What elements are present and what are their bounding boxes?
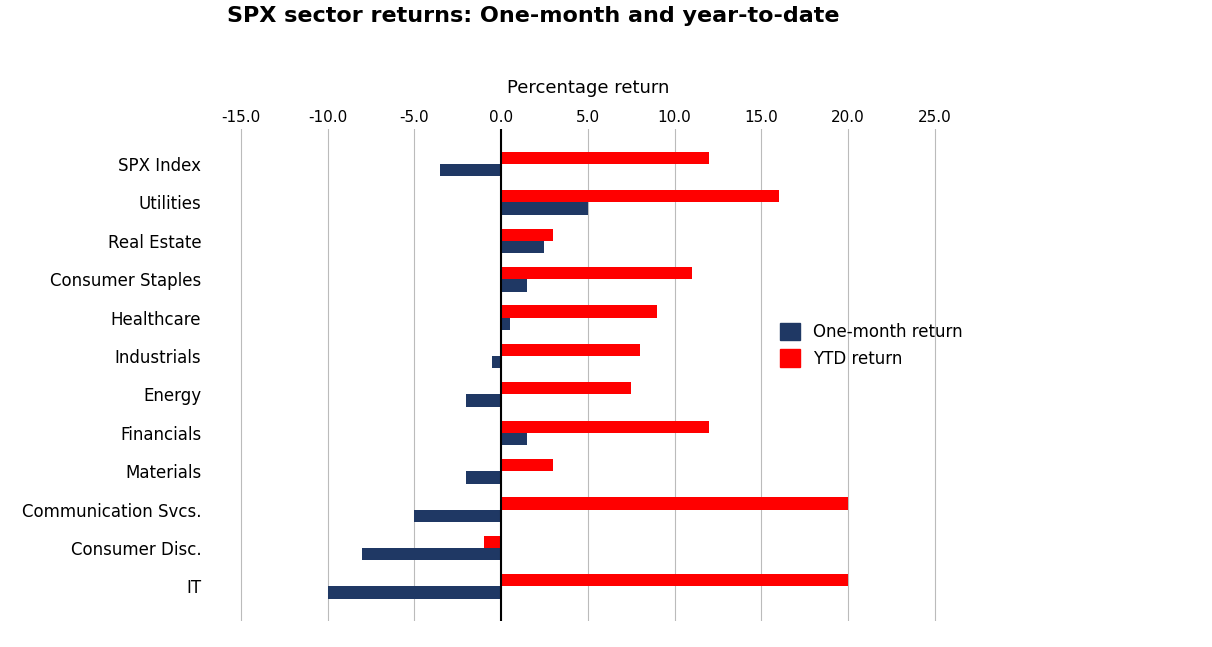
Bar [501,382,631,395]
Bar [492,356,501,368]
Bar [362,548,501,560]
Bar [484,536,501,548]
Bar [501,190,779,203]
Bar [501,421,709,433]
Bar [501,203,588,215]
Bar [501,459,553,471]
Bar [501,280,527,292]
Bar [467,471,501,483]
Bar [327,586,501,598]
Bar [501,433,527,445]
Bar [501,305,657,318]
Bar [501,241,544,253]
Bar [501,574,848,586]
Bar [501,267,692,280]
Bar [501,498,848,510]
Text: SPX sector returns: One-month and year-to-date: SPX sector returns: One-month and year-t… [227,6,840,27]
X-axis label: Percentage return: Percentage return [507,79,669,97]
Bar [440,164,501,177]
Bar [467,395,501,407]
Bar [415,510,501,522]
Bar [501,344,640,356]
Legend: One-month return, YTD return: One-month return, YTD return [773,316,970,374]
Bar [501,228,553,241]
Bar [501,318,510,330]
Bar [501,152,709,164]
